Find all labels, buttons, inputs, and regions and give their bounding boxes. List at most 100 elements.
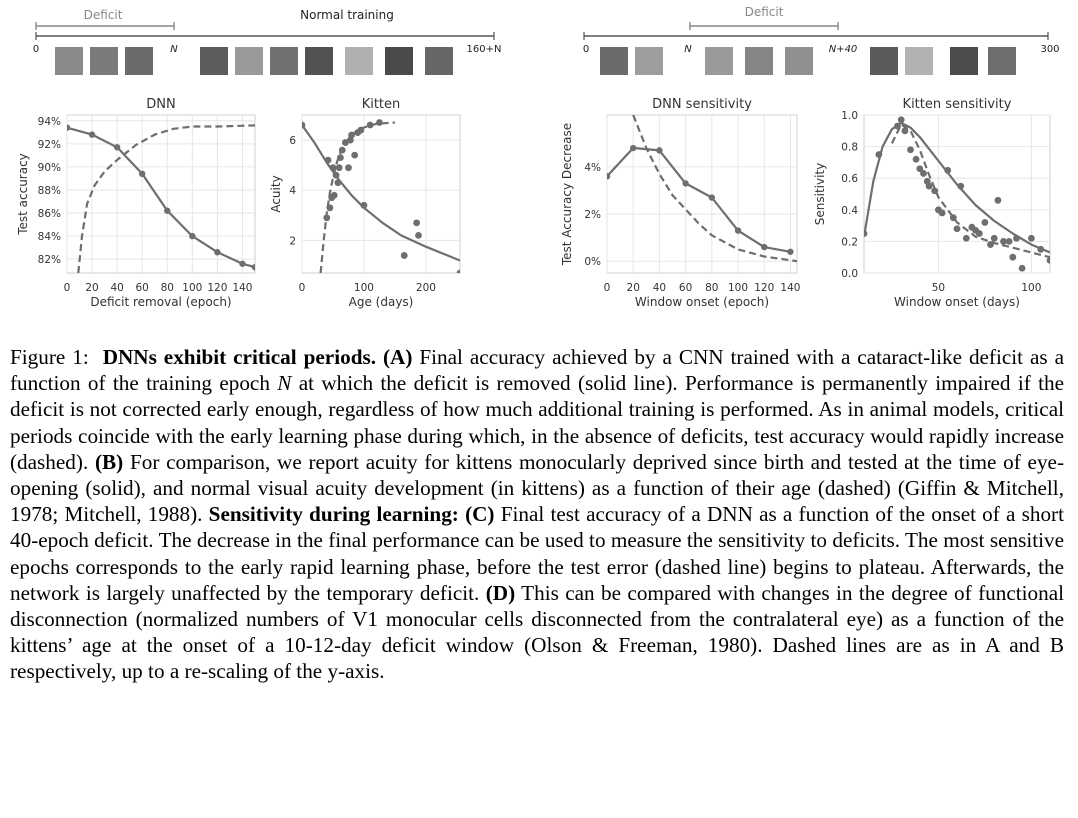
image-thumbnail: [425, 47, 453, 75]
data-point: [901, 127, 909, 135]
data-point: [897, 116, 905, 124]
chart-dnn: 0 20 40 60 80 100 120 140 82% 84% 86% 88% 90% 92% 94% D…: [16, 97, 256, 309]
data-point: [787, 248, 794, 255]
y-axis-label: Acuity: [269, 175, 283, 212]
x-tick-label: 100: [182, 282, 202, 294]
series-group: [864, 116, 1050, 272]
data-point: [326, 204, 334, 212]
series-line-dashed: [77, 124, 255, 273]
x-tick-label: 80: [161, 282, 174, 294]
y-tick-label: 84%: [38, 231, 61, 243]
data-point: [990, 234, 998, 242]
plot-area: [606, 114, 798, 274]
y-tick-label: 0.6: [841, 173, 858, 185]
data-point: [330, 191, 338, 199]
caption-text-a-2: at which the deficit is removed (solid l…: [10, 371, 1064, 474]
data-point: [957, 182, 965, 190]
timeline-a-n: N: [170, 44, 178, 55]
x-tick-label: 100: [728, 282, 748, 294]
y-tick-label: 94%: [38, 116, 61, 128]
y-tick-label: 0.0: [841, 268, 858, 280]
y-tick-label: 6: [289, 135, 296, 147]
data-point: [949, 214, 957, 222]
chart-title: Kitten sensitivity: [903, 97, 1012, 112]
timeline-a-start: 0: [33, 44, 39, 55]
y-tick-label: 4: [289, 185, 296, 197]
data-point: [335, 164, 343, 172]
data-point: [351, 151, 359, 159]
data-point: [962, 234, 970, 242]
caption-variable-n: N: [277, 371, 292, 396]
data-point: [348, 131, 355, 139]
data-point: [337, 154, 344, 162]
timeline-c-n: N: [684, 44, 692, 55]
caption-tag-a: (A): [383, 345, 413, 369]
x-tick-label: 60: [679, 282, 692, 294]
data-point: [864, 230, 868, 237]
image-thumbnail: [270, 47, 298, 75]
data-point: [630, 144, 637, 152]
data-point: [329, 164, 337, 172]
timeline-c: Deficit 0 N N+40 300: [583, 5, 1060, 75]
caption-tag-d: (D): [485, 580, 516, 605]
data-point: [953, 225, 961, 233]
chart-title: DNN sensitivity: [652, 97, 752, 112]
data-point: [987, 241, 994, 248]
data-point: [975, 230, 983, 237]
x-tick-label: 120: [207, 282, 227, 294]
chart-title: DNN: [146, 97, 175, 112]
caption-text-a-1: Final accuracy achieved by a CNN trained…: [10, 345, 1065, 396]
x-axis-label: Window onset (epoch): [635, 295, 769, 309]
image-thumbnail: [600, 47, 628, 75]
data-point: [189, 232, 196, 240]
image-thumbnail: [305, 47, 333, 75]
x-axis-label: Age (days): [349, 295, 414, 309]
caption-text-b: For comparison, we report acuity for kit…: [10, 449, 1064, 527]
x-tick-label: 100: [354, 282, 374, 294]
data-point: [400, 252, 408, 259]
figure-caption: Figure 1: DNNs exhibit critical periods.…: [10, 344, 1064, 685]
data-point: [324, 156, 332, 164]
data-point: [338, 146, 346, 154]
x-tick-label: 200: [416, 282, 436, 294]
chart-title: Kitten: [362, 97, 401, 112]
x-tick-label: 100: [1021, 282, 1041, 294]
y-tick-label: 86%: [38, 208, 61, 220]
data-point: [761, 243, 768, 251]
y-axis-label: Test accuracy: [16, 153, 30, 236]
timeline-c-end: 300: [1040, 44, 1059, 55]
x-tick-label: 80: [705, 282, 718, 294]
data-point: [360, 201, 368, 209]
plot-area: [66, 114, 256, 274]
data-point: [938, 209, 946, 217]
blurred-image-thumbnail: [55, 47, 83, 75]
y-tick-label: 92%: [38, 139, 61, 151]
y-tick-label: 0.8: [841, 142, 858, 154]
caption-tag-b: (B): [94, 449, 124, 474]
blurred-image-thumbnail: [90, 47, 118, 75]
data-point: [734, 227, 742, 234]
data-point: [912, 155, 920, 163]
data-point: [1000, 238, 1007, 245]
data-point: [1013, 234, 1020, 242]
data-point: [920, 170, 927, 177]
timeline-a-end: 160+N: [467, 44, 502, 55]
caption-sensitivity-title: Sensitivity during learning:: [208, 502, 459, 527]
series-group: [302, 119, 460, 273]
data-point: [1005, 238, 1013, 245]
y-axis-label: Test Accuracy Decrease: [560, 123, 574, 266]
x-tick-label: 40: [110, 282, 123, 294]
y-tick-label: 90%: [38, 162, 61, 174]
data-point: [607, 173, 611, 180]
data-point: [944, 166, 952, 174]
y-tick-label: 88%: [38, 185, 61, 197]
data-point: [415, 231, 422, 239]
y-tick-label: 1.0: [841, 110, 858, 122]
image-thumbnail: [905, 47, 933, 75]
data-point: [302, 121, 306, 129]
timeline-a-deficit-label: Deficit: [84, 8, 123, 22]
data-point: [1028, 234, 1035, 242]
image-thumbnail: [988, 47, 1016, 75]
x-tick-label: 40: [653, 282, 666, 294]
image-thumbnail: [200, 47, 228, 75]
